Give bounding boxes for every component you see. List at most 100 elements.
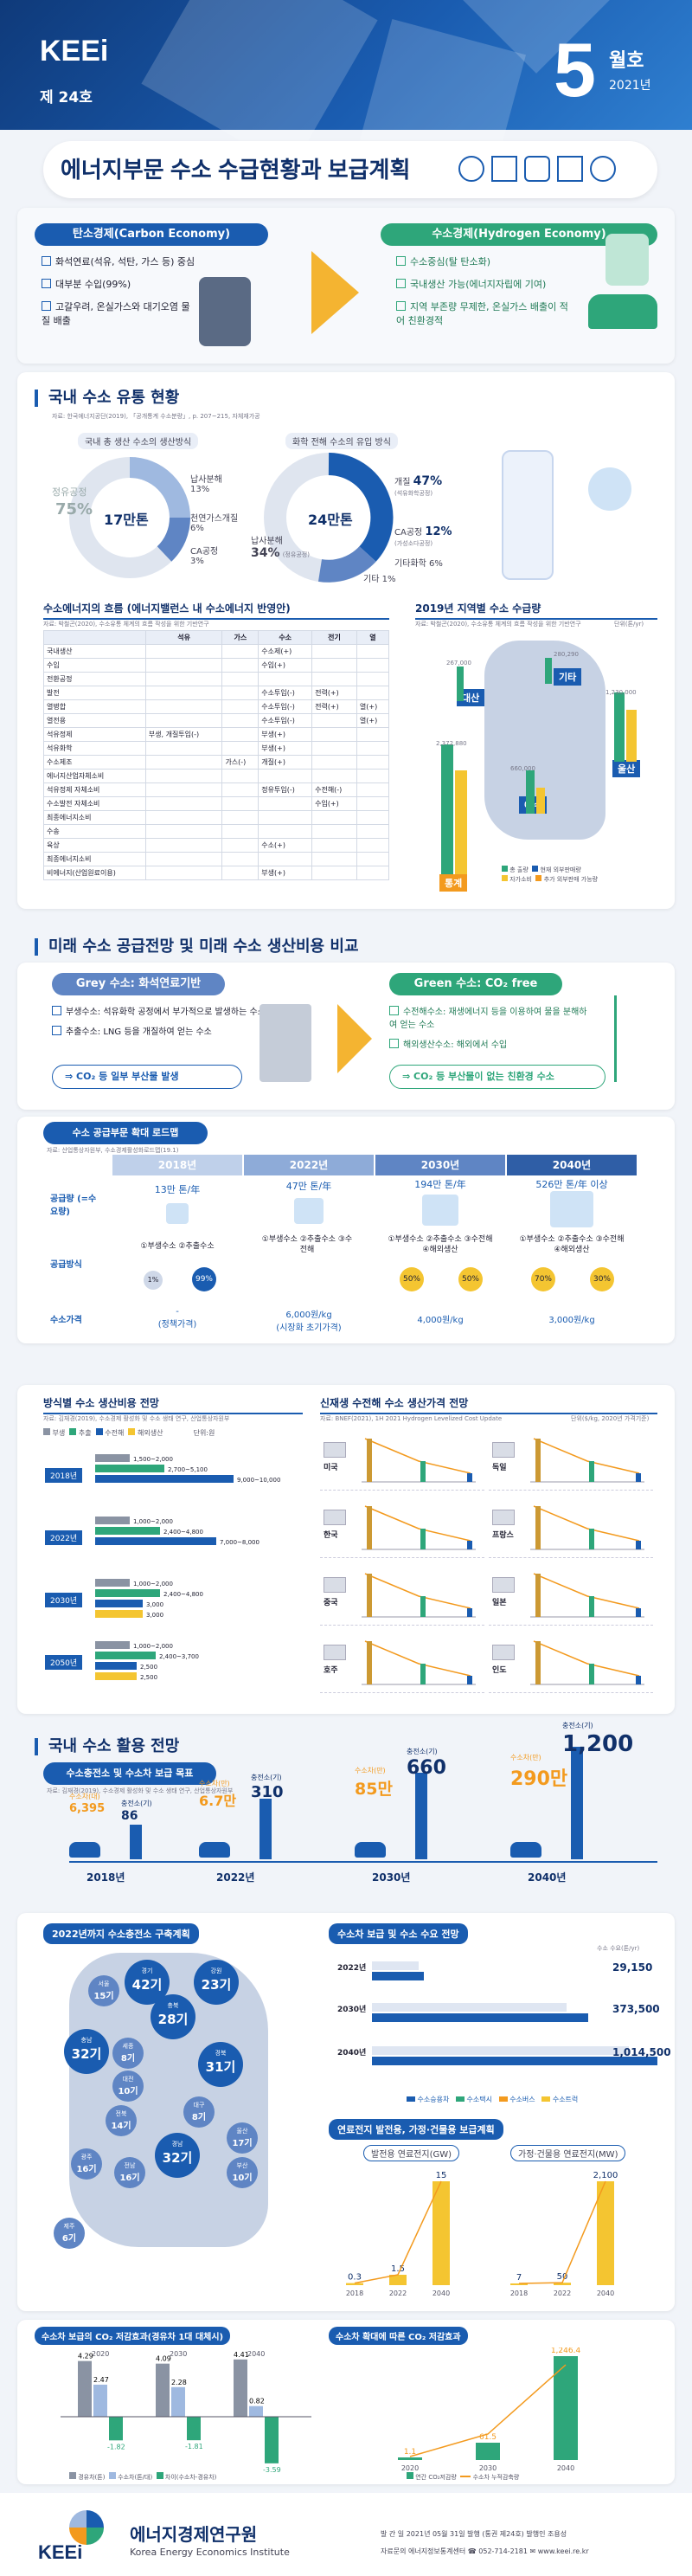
flag-icon — [492, 1645, 515, 1660]
left-slice-label: 천연가스개질 6% — [190, 514, 239, 533]
cost-line — [533, 1505, 640, 1542]
arrow-icon — [311, 251, 359, 334]
roadmap-panel — [17, 1117, 675, 1343]
table-cell — [221, 838, 260, 853]
right-slice-label: 기타 1% — [363, 575, 396, 584]
table-cell — [356, 866, 390, 880]
table-cell: 수소제(+) — [258, 644, 313, 659]
co2b-legend: 연간 CO₂저감량 수소차 누적감축량 — [407, 2472, 519, 2482]
country-label: 일본 — [492, 1599, 507, 1607]
map-value: 1,230,000 — [606, 689, 637, 696]
flag-icon — [492, 1510, 515, 1525]
table-cell: 수송 — [43, 824, 146, 839]
right-slice-label: 기타화학 6% — [394, 559, 443, 569]
left-main-label: 정유공정 — [52, 486, 87, 498]
cost-bar — [535, 1439, 541, 1482]
arrow-icon — [337, 1004, 372, 1073]
table-cell — [144, 644, 223, 659]
roadmap-year-2030: 2030년 — [375, 1155, 505, 1175]
prod-bar-label: 7,000~8,000 — [220, 1539, 260, 1546]
check-icon — [52, 1026, 61, 1035]
region-circle: 제주 6기 — [54, 2218, 85, 2249]
demand-year: 2030년 — [337, 2006, 367, 2014]
region-name: 경북 — [215, 2050, 227, 2057]
co2-bar-hydrogen — [93, 2384, 107, 2417]
prod-bar-label: 1,000~2,000 — [133, 1581, 173, 1587]
timeline-line — [69, 1861, 657, 1863]
map-title: 2019년 지역별 수소 수급량 — [415, 601, 657, 620]
month-number: 5 — [554, 27, 596, 113]
left-donut-slice-minor — [157, 517, 190, 562]
co2-bar-diesel — [78, 2360, 92, 2417]
prod-bar — [95, 1641, 130, 1649]
table-cell — [311, 658, 357, 673]
chart-caption: 국내 총 생산 수소의 생산방식 — [78, 433, 199, 449]
station-pillar — [571, 1747, 583, 1859]
country-label: 한국 — [324, 1531, 338, 1540]
power-year: 2018 — [346, 2289, 363, 2297]
table-cell: 수소투입(-) — [258, 713, 313, 728]
title-bar — [43, 141, 657, 198]
roadmap-method: ①부생수소 ②추출수소 ③수전해 — [261, 1235, 353, 1254]
country-cell: 미국 — [320, 1428, 484, 1491]
legend-swatch — [128, 1428, 136, 1435]
table-cell — [221, 727, 260, 742]
grey-result: ⇒ CO₂ 등 일부 부산물 발생 — [52, 1065, 242, 1089]
org-name-en: Korea Energy Economics Institute — [130, 2547, 290, 2558]
table-cell — [311, 810, 357, 825]
cost-bar — [367, 1439, 372, 1482]
left-slice-label: 납사분해 13% — [190, 475, 222, 494]
table-cell — [221, 686, 260, 700]
table-cell: 열병합 — [43, 699, 146, 714]
region-count: 15기 — [93, 1992, 114, 2001]
region-circle: 경남 32기 — [155, 2133, 200, 2178]
flag-icon — [324, 1577, 346, 1593]
bar-total — [441, 744, 453, 874]
table-cell — [258, 769, 313, 783]
section-title: 미래 수소 공급전망 및 미래 수소 생산비용 비교 — [35, 938, 359, 956]
region-name: 충남 — [80, 2037, 93, 2044]
left-main-value: 75% — [55, 500, 93, 518]
table-header: 전기 — [311, 630, 357, 645]
region-name: 전남 — [124, 2162, 136, 2169]
table-cell — [311, 824, 357, 839]
region-count: 32기 — [71, 2046, 102, 2062]
roadmap-price: 6,000원/kg (시장화 초기가격) — [276, 1311, 342, 1333]
table-cell — [311, 727, 357, 742]
region-count: 16기 — [119, 2174, 140, 2183]
page-title: 에너지부문 수소 수급현황과 보급계획 — [61, 157, 411, 183]
region-count: 10기 — [232, 2174, 253, 2183]
co2b-year: 2020 — [401, 2464, 419, 2472]
map-source: 자료: 박철곤(2020), 수소유통 체계의 흐름 작성을 위한 기반연구 — [415, 621, 581, 628]
country-cell: 독일 — [489, 1428, 653, 1491]
taxi-icon — [456, 2096, 465, 2102]
table-cell — [144, 658, 223, 673]
check-icon — [52, 1006, 61, 1015]
car-value: 85만 — [355, 1780, 393, 1799]
power-line — [354, 2180, 442, 2284]
table-cell — [144, 866, 223, 880]
region-circle: 전남 16기 — [114, 2157, 145, 2188]
table-cell — [144, 769, 223, 783]
table-cell — [311, 852, 357, 866]
table-cell — [144, 824, 223, 839]
table-cell: 수소투입(-) — [258, 699, 313, 714]
table-cell: 수전해(-) — [311, 782, 357, 797]
demand-unit: 수소 수요(톤/yr) — [597, 1945, 640, 1952]
legend-swatch — [108, 2472, 116, 2479]
power-year: 2040 — [432, 2289, 450, 2297]
publication-info: 발 간 일 2021년 05월 31일 발행 (통권 제24호) 발행인 조용성 — [381, 2530, 567, 2538]
co2-car-chart: 4.29 2.47 -1.82 2020 4.09 2.28 -1.81 2030 4.41 0.… — [61, 2350, 311, 2474]
region-circle: 경북 31기 — [198, 2042, 243, 2087]
table-cell — [311, 672, 357, 686]
legend-swatch — [69, 1428, 77, 1435]
prod-bar-label: 1,500~2,000 — [133, 1456, 173, 1463]
flow-source: 자료: 박철곤(2020), 수소유통 체계의 흐름 작성을 위한 기반연구 — [43, 621, 209, 628]
bar-daesan — [457, 667, 464, 701]
cost-bar — [589, 1596, 594, 1617]
table-cell — [144, 699, 223, 714]
prod-bar-label: 3,000 — [146, 1601, 163, 1608]
power-value: 0.3 — [348, 2273, 362, 2283]
region-count: 10기 — [118, 2087, 138, 2096]
co2-bar-diesel — [156, 2363, 170, 2417]
